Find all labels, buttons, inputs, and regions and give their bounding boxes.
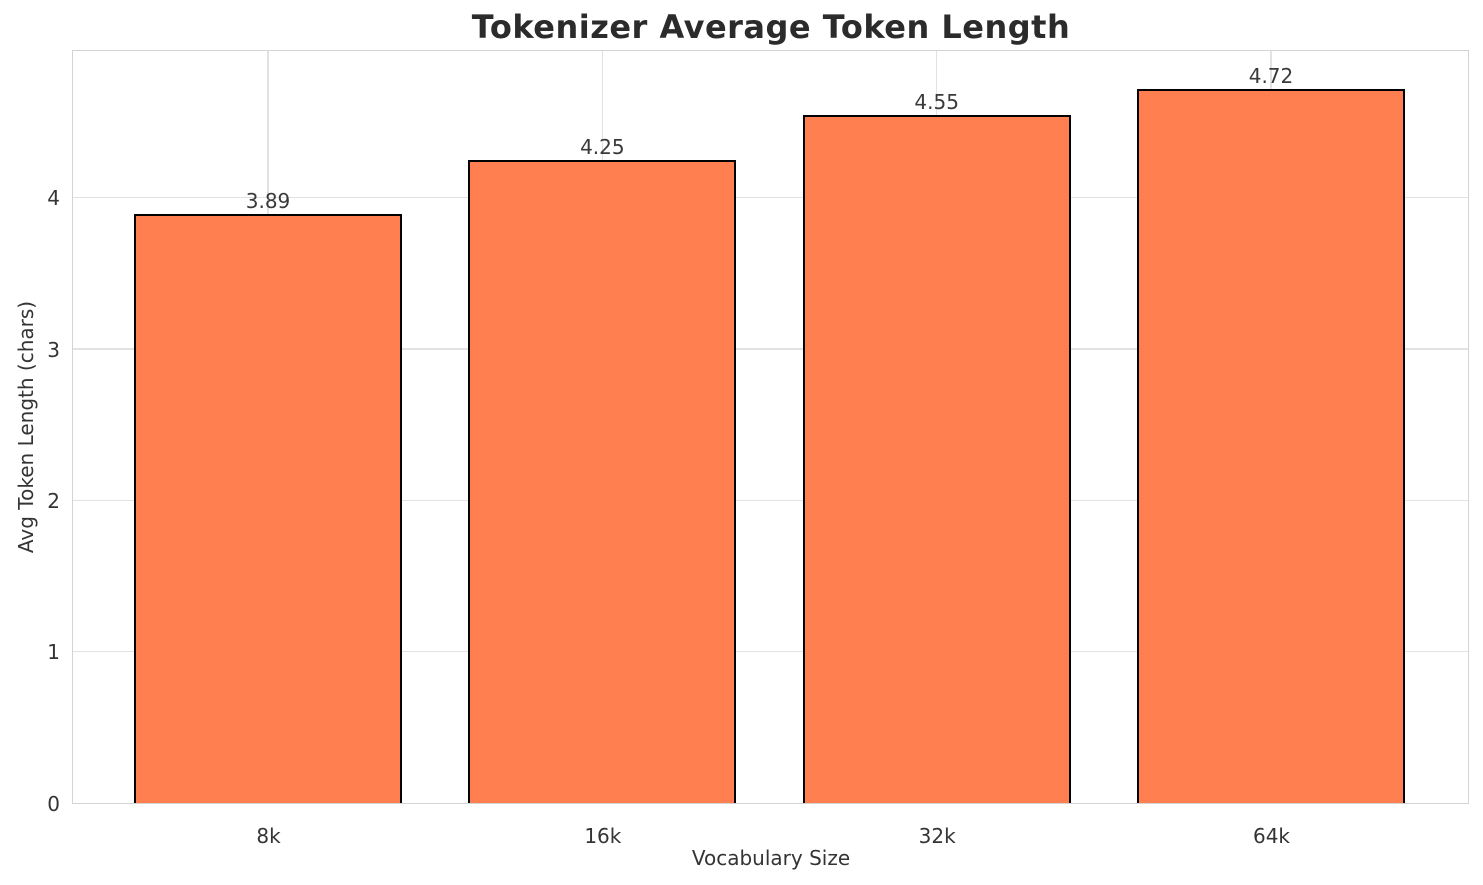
bar-64k [1136, 88, 1405, 803]
plot-area: 3.89 4.25 4.55 4.72 [72, 50, 1469, 804]
x-tick-label: 16k [584, 824, 622, 848]
bar-16k [468, 159, 737, 803]
y-gridline [73, 499, 1468, 502]
bar-value-label: 4.72 [1248, 63, 1294, 88]
x-axis-label: Vocabulary Size [691, 846, 851, 870]
y-tick-label: 1 [47, 640, 60, 665]
bar-value-label: 4.55 [914, 89, 959, 114]
y-gridline [73, 197, 1468, 199]
bar-32k [802, 114, 1071, 803]
y-tick-label: 4 [47, 186, 60, 211]
x-tick-label: 64k [1252, 824, 1290, 848]
bar-8k [134, 214, 402, 803]
y-tick-label: 3 [47, 337, 60, 362]
x-tick-label: 32k [918, 824, 956, 848]
y-gridline [73, 348, 1468, 350]
x-tick-label: 8k [256, 824, 281, 848]
y-gridline [73, 651, 1468, 653]
y-tick-label: 0 [47, 791, 60, 816]
y-tick-label: 2 [47, 488, 60, 513]
bar-value-label: 3.89 [245, 189, 291, 214]
chart-title: Tokenizer Average Token Length [471, 8, 1071, 46]
bar-value-label: 4.25 [580, 134, 625, 159]
